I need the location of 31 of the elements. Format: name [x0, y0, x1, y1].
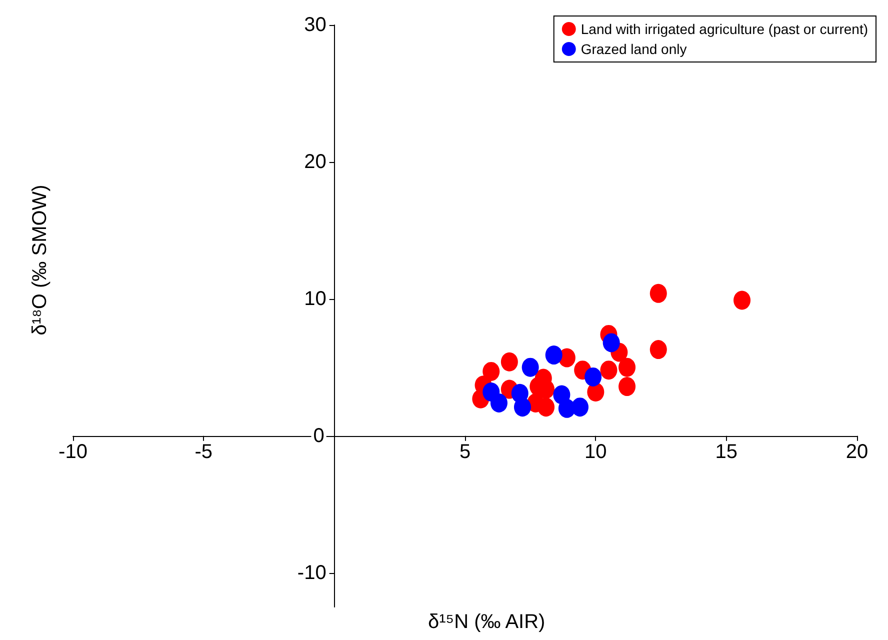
- point: [482, 362, 500, 381]
- x-tick-label: 5: [459, 440, 471, 463]
- y-tick-label: -10: [297, 562, 326, 584]
- point: [618, 377, 636, 396]
- legend-label: Land with irrigated agriculture (past or current): [580, 21, 868, 37]
- point: [545, 346, 562, 365]
- point: [490, 393, 508, 412]
- point: [500, 352, 518, 372]
- point: [514, 398, 531, 417]
- point: [618, 358, 636, 377]
- x-tick-label: 20: [846, 440, 868, 463]
- point: [584, 367, 602, 386]
- x-tick-label: -5: [194, 440, 213, 463]
- point: [650, 340, 667, 360]
- x-tick-label: 10: [584, 440, 607, 463]
- y-tick-label: 20: [304, 150, 326, 173]
- legend-label: Grazed land only: [580, 41, 687, 57]
- point: [650, 284, 667, 303]
- y-axis-title: δ¹⁸O (‰ SMOW): [29, 184, 51, 336]
- y-tick-label: 0: [313, 424, 324, 447]
- x-tick-label: 15: [715, 440, 738, 463]
- point: [602, 333, 620, 352]
- point: [522, 358, 539, 377]
- point: [587, 382, 604, 402]
- point: [572, 398, 588, 417]
- x-tick-label: -10: [58, 440, 88, 463]
- point: [734, 290, 751, 310]
- y-tick-label: 10: [304, 288, 326, 310]
- y-tick-label: 30: [304, 14, 326, 36]
- x-axis-title: δ¹⁵N (‰ AIR): [428, 611, 546, 633]
- point: [600, 360, 618, 380]
